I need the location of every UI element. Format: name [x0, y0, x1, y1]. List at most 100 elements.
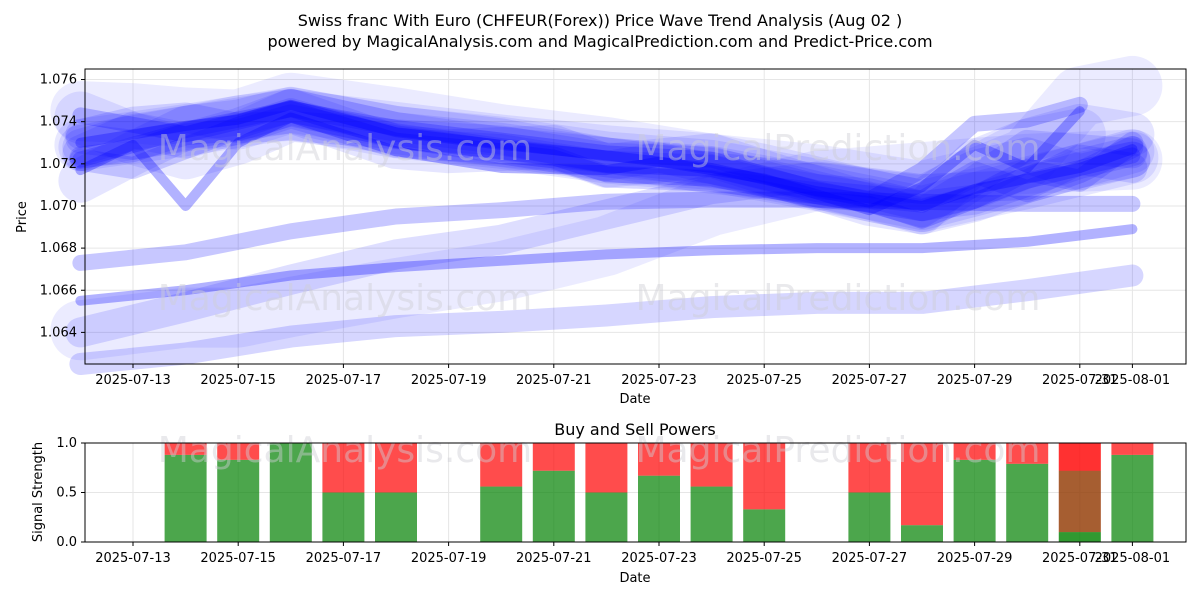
y-tick-label: 0.0: [56, 535, 77, 550]
price-watermarks: MagicalAnalysis.com MagicalPrediction.co…: [158, 128, 1041, 319]
buy-bar: [638, 475, 680, 542]
watermark-prediction-top: MagicalPrediction.com: [636, 128, 1041, 169]
price-plot-frame: [84, 68, 1187, 365]
sell-bar: [743, 443, 786, 510]
wave-band: [72, 101, 1141, 229]
wave-band: [65, 102, 1148, 221]
watermark-prediction-bottom: MagicalPrediction.com: [636, 430, 1041, 471]
sell-bar: [375, 443, 417, 493]
sell-bar: [690, 443, 733, 487]
buy-bar: [848, 492, 891, 542]
chart-title-line2: powered by MagicalAnalysis.com and Magic…: [267, 32, 932, 51]
y-tick-label: 1.066: [40, 283, 77, 298]
price-x-axis-label: Date: [619, 392, 650, 407]
x-tick-label: 2025-07-23: [621, 551, 697, 566]
x-tick-label: 2025-07-27: [832, 373, 908, 388]
x-tick-label: 2025-07-17: [306, 373, 382, 388]
buy-sell-x-ticks: 2025-07-13 2025-07-15 2025-07-17 2025-07-19…: [95, 542, 1170, 566]
wave-band: [50, 55, 1163, 222]
buy-bar: [585, 492, 628, 542]
sell-bar: [322, 443, 365, 493]
price-x-ticks: 2025-07-13 2025-07-15 2025-07-17 2025-07-19…: [95, 364, 1170, 388]
buy-sell-bars: [164, 443, 1154, 542]
wave-band: [75, 106, 1085, 216]
price-wave-bands: [50, 55, 1163, 375]
y-tick-label: 1.068: [40, 241, 77, 256]
buy-bar: [532, 470, 575, 542]
price-wave-chart: MagicalAnalysis.com MagicalPrediction.co…: [15, 55, 1187, 407]
wave-band: [72, 191, 1141, 271]
price-y-axis-label: Price: [15, 201, 30, 233]
buy-sell-title: Buy and Sell Powers: [554, 420, 716, 439]
x-tick-label: 2025-07-15: [200, 551, 276, 566]
sell-bar: [638, 443, 680, 476]
y-tick-label: 1.064: [40, 325, 77, 340]
x-tick-label: 2025-07-17: [306, 551, 382, 566]
x-tick-label: 2025-07-13: [95, 373, 171, 388]
x-tick-label: 2025-08-01: [1095, 551, 1171, 566]
wave-band: [69, 264, 1144, 375]
wave-band: [58, 89, 1155, 235]
wave-band: [62, 86, 1151, 212]
x-tick-label: 2025-07-25: [726, 551, 802, 566]
buy-bar: [690, 486, 733, 542]
sell-bar: [1111, 443, 1154, 455]
chart-title-line1: Swiss franc With Euro (CHFEUR(Forex)) Pr…: [298, 11, 903, 30]
watermark-analysis-bottom: MagicalAnalysis.com: [158, 430, 532, 471]
x-tick-label: 2025-07-19: [411, 373, 487, 388]
buy-bar: [901, 525, 943, 542]
buy-sell-watermarks: MagicalAnalysis.com MagicalPrediction.co…: [158, 430, 1041, 471]
buy-bar: [164, 454, 207, 542]
buy-bar: [217, 459, 260, 542]
y-tick-label: 0.5: [56, 486, 77, 501]
x-tick-label: 2025-07-15: [200, 373, 276, 388]
price-y-ticks: 1.064 1.066 1.068 1.070 1.072 1.074 1.076: [40, 73, 85, 340]
buy-bar: [1058, 532, 1101, 542]
y-tick-label: 1.072: [40, 157, 77, 172]
wave-band: [65, 144, 1148, 348]
y-tick-label: 1.074: [40, 115, 77, 130]
wave-band: [50, 129, 1163, 361]
sell-bar: [480, 443, 523, 487]
sell-bar: [848, 443, 891, 493]
sell-bar: [532, 443, 575, 471]
wave-band: [54, 87, 1159, 232]
wave-band: [69, 100, 1144, 213]
wave-band: [54, 89, 1106, 232]
x-tick-label: 2025-07-29: [937, 551, 1013, 566]
x-tick-label: 2025-07-21: [516, 373, 592, 388]
buy-bar: [1111, 454, 1154, 542]
buy-bar: [1006, 463, 1049, 542]
sell-bar: [953, 443, 996, 460]
sell-bar: [1006, 443, 1049, 464]
x-tick-label: 2025-07-21: [516, 551, 592, 566]
x-tick-label: 2025-07-31: [1042, 551, 1118, 566]
wave-band: [69, 104, 1144, 222]
x-tick-label: 2025-07-29: [937, 373, 1013, 388]
watermark-analysis-top: MagicalAnalysis.com: [158, 128, 532, 169]
sell-bar: [1058, 443, 1101, 533]
price-grid: [85, 69, 1186, 364]
x-tick-label: 2025-07-13: [95, 551, 171, 566]
sell-bar: [585, 443, 628, 493]
wave-band: [62, 88, 1151, 235]
sell-bar-overlay: [1058, 443, 1101, 471]
buy-bar: [375, 492, 417, 542]
buy-sell-y-axis-label: Signal Strength: [31, 442, 46, 542]
buy-sell-chart: Buy and Sell Powers MagicalAnalysis.com …: [31, 420, 1187, 586]
x-tick-label: 2025-07-25: [726, 373, 802, 388]
buy-sell-x-axis-label: Date: [619, 571, 650, 586]
x-tick-label: 2025-08-01: [1095, 373, 1171, 388]
sell-bar: [164, 443, 207, 455]
wave-band: [58, 89, 1155, 231]
wave-band: [65, 98, 1148, 228]
y-tick-label: 1.070: [40, 199, 77, 214]
watermark-analysis-mid: MagicalAnalysis.com: [158, 278, 532, 319]
y-tick-label: 1.0: [56, 436, 77, 451]
buy-sell-y-ticks: 0.0 0.5 1.0: [56, 436, 85, 550]
buy-bar: [743, 509, 786, 542]
watermark-prediction-mid: MagicalPrediction.com: [636, 278, 1041, 319]
buy-bar: [953, 459, 996, 542]
buy-bar: [269, 443, 312, 542]
wave-band: [75, 99, 1138, 211]
